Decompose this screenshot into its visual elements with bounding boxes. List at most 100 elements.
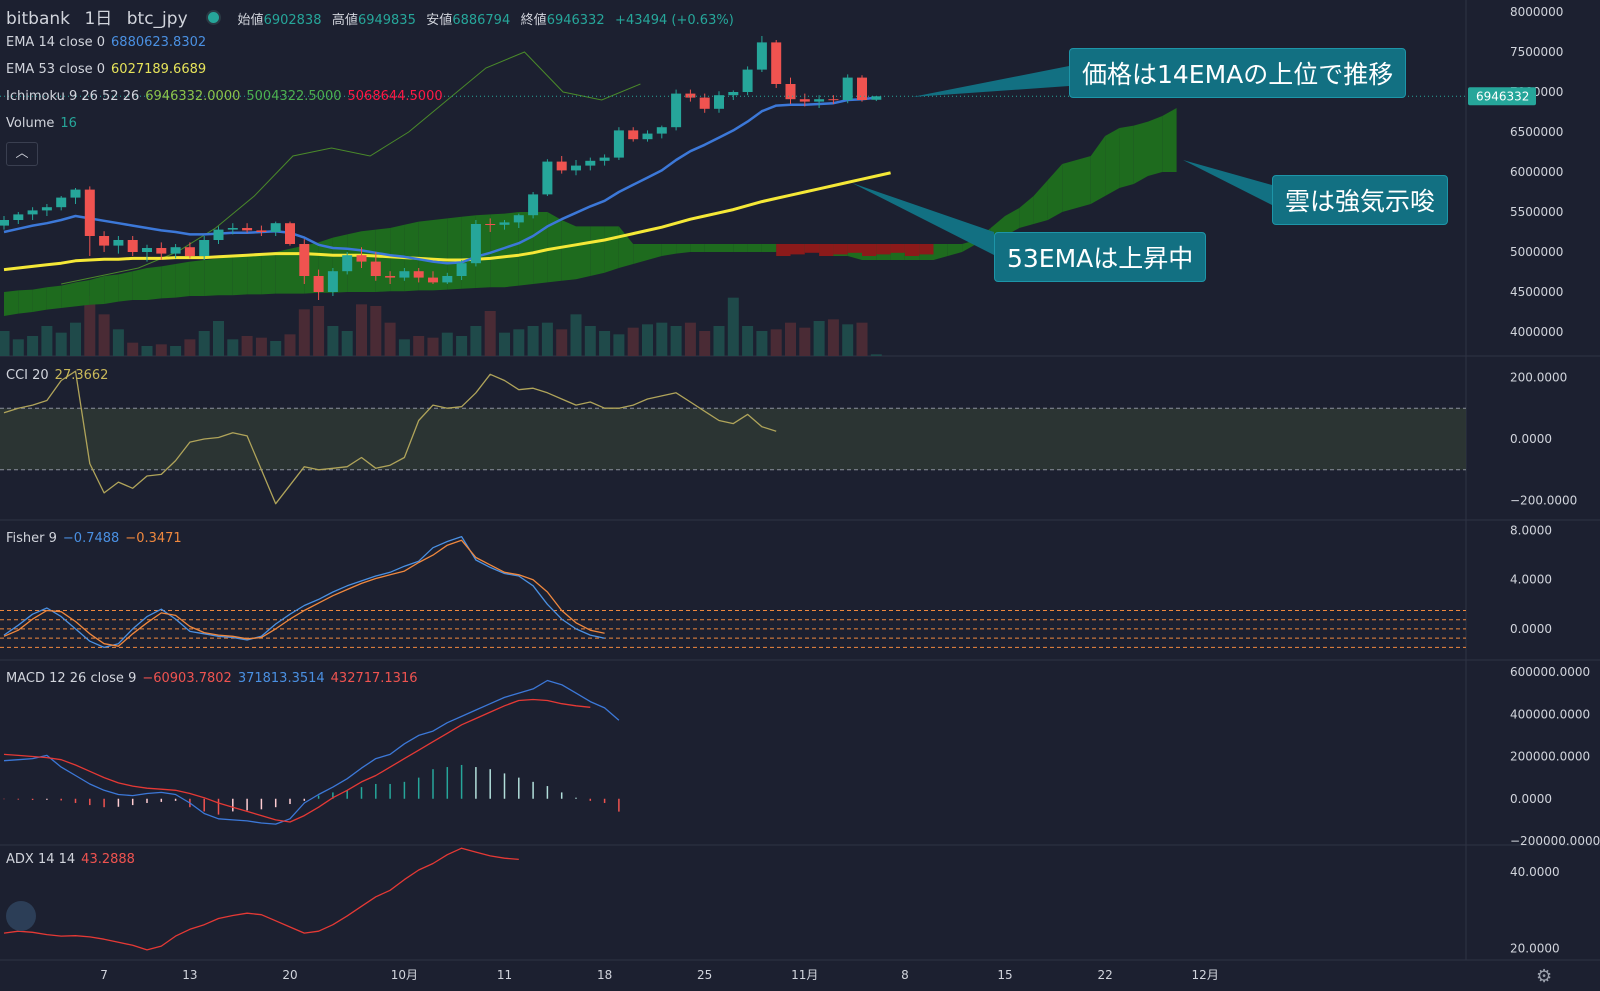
volume-bar [370,306,382,356]
volume-bar [227,339,239,356]
time-tick-label: 22 [1097,968,1112,982]
ichimoku-cloud-segment [433,218,448,291]
candle-body [714,95,724,109]
interval[interactable]: 1日 [84,9,113,29]
volume-bar [241,336,253,356]
ichimoku-cloud-segment [375,228,391,292]
volume-bar [513,329,525,356]
callout-pointer [912,66,1069,97]
candle-body [428,277,438,283]
tradingview-logo-icon[interactable] [6,901,36,931]
volume-bar [699,331,711,356]
legend-fisher[interactable]: Fisher 9 −0.7488 −0.3471 [6,531,188,547]
ichimoku-lagging-line [61,51,641,285]
candle-body [285,223,295,244]
last-price-label: 6946332 [1476,89,1529,103]
legend-volume[interactable]: Volume 16 [6,116,83,132]
candle-body [385,276,396,278]
candle-body [857,77,867,100]
collapse-legend-button[interactable]: ︿ [6,142,38,166]
macd-tick-label: 0.0000 [1510,792,1552,806]
ichimoku-cloud-segment [1119,125,1134,188]
ichimoku-cloud-segment [61,282,76,308]
settings-gear-icon[interactable]: ⚙ [1536,966,1553,987]
candle-body [613,130,624,158]
candle-body [771,42,782,84]
volume-bar [570,314,582,356]
adx-line [3,847,519,951]
ichimoku-cloud-segment [204,258,219,296]
ichimoku-cloud-segment [18,289,33,314]
volume-bar [255,337,267,356]
ichimoku-cloud-segment [189,260,205,296]
candle-body [871,96,882,100]
volume-bar [556,329,568,356]
ichimoku-cloud-segment [261,252,276,295]
fisher-tick-label: 0.0000 [1510,622,1552,636]
legend-volume-name: Volume [6,116,55,131]
candle-body [742,69,753,92]
volume-bar [327,326,339,356]
callout-ema53: 53EMAは上昇中 [994,232,1207,282]
volume-bar [155,344,167,356]
time-tick-label: 7 [100,968,108,982]
low-label: 安値 [426,13,453,28]
ichimoku-cloud-segment [1047,164,1063,220]
ichimoku-cloud-segment [1062,160,1077,212]
candle-body [113,240,124,246]
time-tick-label: 13 [182,968,197,982]
ichimoku-cloud-segment [590,226,605,276]
legend-ema14[interactable]: EMA 14 close 0 6880623.8302 [6,35,212,51]
volume-bar [670,326,682,356]
volume-bar [398,339,410,356]
ichimoku-cloud-segment [32,287,47,312]
ichimoku-cloud-segment [1133,121,1148,184]
volume-bar [12,339,24,356]
candle-body [656,127,667,134]
candle-body [513,215,524,223]
candle-body [470,224,481,264]
volume-bar [356,304,367,356]
callout-ema14: 価格は14EMAの上位で推移 [1069,48,1407,98]
legend-adx[interactable]: ADX 14 14 43.2888 [6,852,141,868]
legend-ichimoku[interactable]: Ichimoku 9 26 52 26 6946332.0000 5004322.5… [6,89,449,105]
time-tick-label: 20 [282,968,297,982]
legend-ichimoku-v1: 6946332.0000 [145,89,241,104]
volume-bar [198,331,210,356]
volume-bar [499,332,510,356]
candle-body [399,271,410,278]
ichimoku-cloud-bear [876,244,891,255]
volume-bar [727,297,739,356]
volume-bar [484,311,496,356]
price-tick-label: 5000000 [1510,245,1563,259]
ichimoku-cloud-segment [719,244,734,252]
ichimoku-cloud-bear [819,244,834,256]
volume-bar [27,336,39,356]
legend-fisher-v1: −0.7488 [62,531,120,546]
ichimoku-cloud-segment [275,248,290,294]
macd-tick-label: 400000.0000 [1510,707,1590,721]
ichimoku-cloud-segment [46,285,62,310]
candle-body [599,157,610,161]
candle-body [785,84,796,100]
ichimoku-cloud-segment [147,266,162,300]
fisher-fisher-line [3,535,605,649]
legend-macd[interactable]: MACD 12 26 close 9 −60903.7802 371813.3514… [6,671,424,687]
ichimoku-cloud-segment [75,280,90,307]
legend-macd-v3: 432717.1316 [330,671,418,686]
legend-ichimoku-v2: 5004322.5000 [246,89,342,104]
legend-cci[interactable]: CCI 20 27.3662 [6,368,114,384]
ichimoku-cloud-bear [776,244,791,256]
exchange-name[interactable]: bitbank [6,9,71,29]
last-price-tag [1468,87,1536,106]
cci-line [3,370,777,505]
fisher-trigger-line [3,539,605,647]
pair-name[interactable]: btc_jpy [126,9,188,29]
candle-body [0,220,9,226]
ichimoku-cloud-segment [733,244,748,252]
ichimoku-cloud-segment [232,255,248,296]
candle-body [213,229,224,240]
legend-ema53[interactable]: EMA 53 close 0 6027189.6689 [6,62,212,78]
